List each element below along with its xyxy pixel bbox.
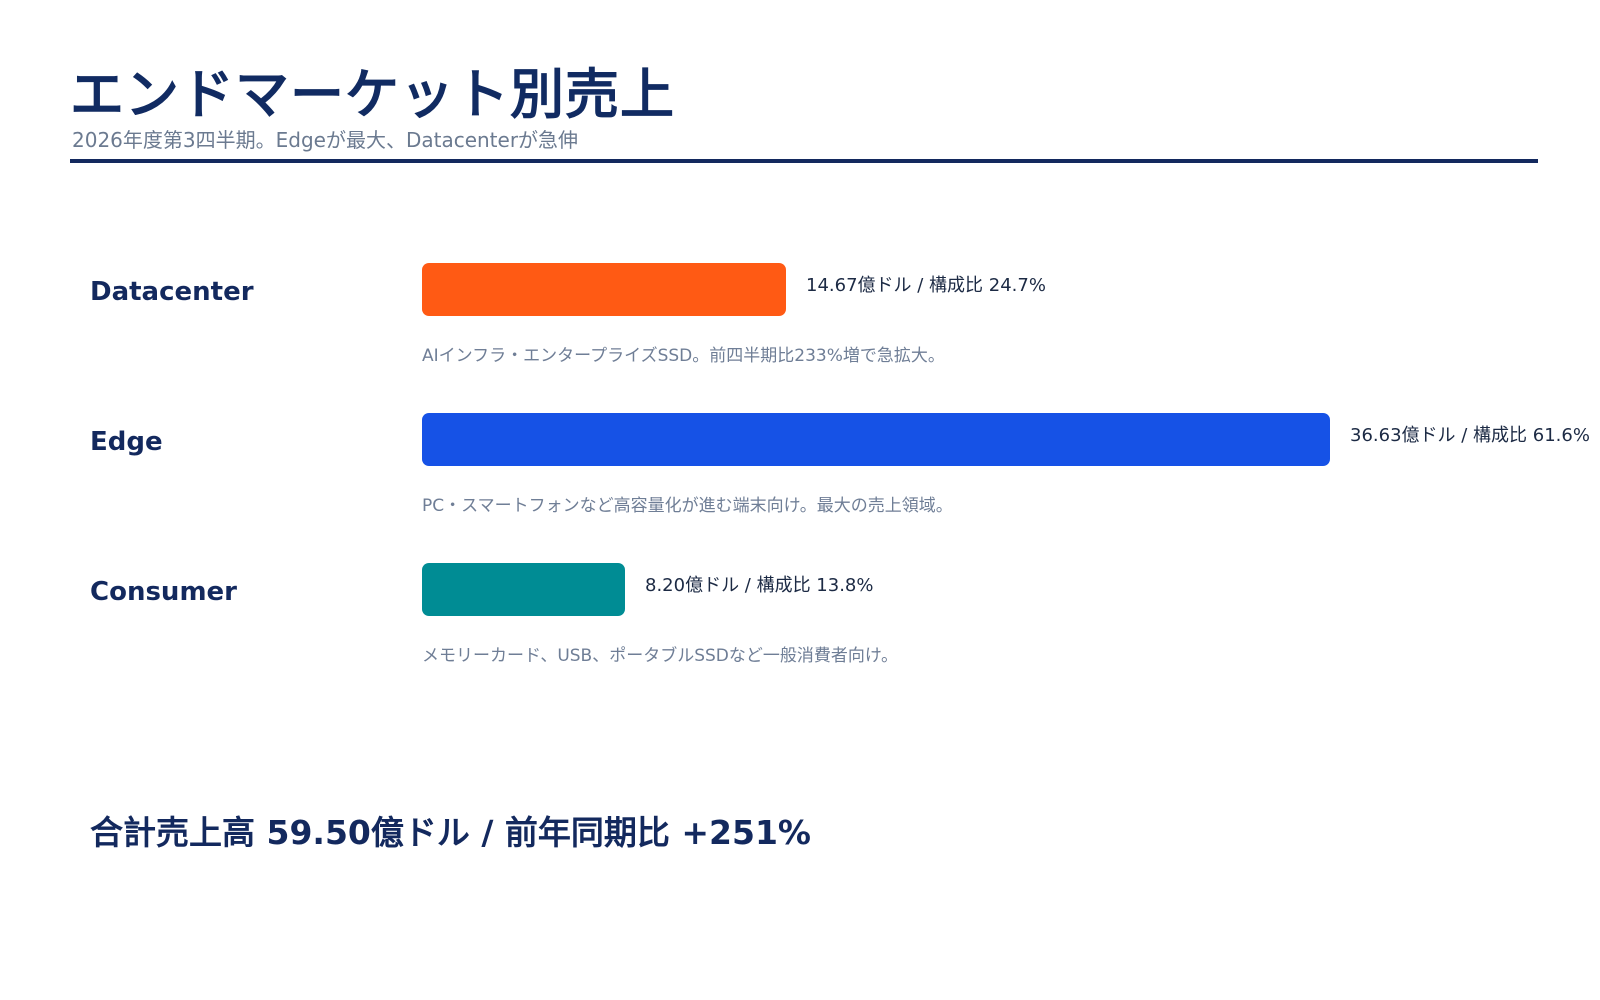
bar-consumer bbox=[422, 563, 625, 616]
bar-row-edge: Edge 36.63億ドル / 構成比 61.6% PC・スマートフォンなど高容… bbox=[0, 413, 1600, 533]
chart-subtitle: 2026年度第3四半期。Edgeが最大、Datacenterが急伸 bbox=[72, 128, 579, 152]
chart-title: エンドマーケット別売上 bbox=[70, 63, 675, 126]
bar-row-consumer: Consumer 8.20億ドル / 構成比 13.8% メモリーカード、USB… bbox=[0, 563, 1600, 683]
bar-datacenter bbox=[422, 263, 786, 316]
bar-description-edge: PC・スマートフォンなど高容量化が進む端末向け。最大の売上領域。 bbox=[422, 496, 953, 516]
bar-value-consumer: 8.20億ドル / 構成比 13.8% bbox=[645, 575, 874, 596]
total-revenue-summary: 合計売上高 59.50億ドル / 前年同期比 +251% bbox=[90, 813, 811, 852]
title-divider bbox=[70, 159, 1538, 163]
bar-label-edge: Edge bbox=[90, 427, 163, 457]
bar-description-datacenter: AIインフラ・エンタープライズSSD。前四半期比233%増で急拡大。 bbox=[422, 346, 945, 366]
bar-row-datacenter: Datacenter 14.67億ドル / 構成比 24.7% AIインフラ・エ… bbox=[0, 263, 1600, 383]
bar-value-datacenter: 14.67億ドル / 構成比 24.7% bbox=[806, 275, 1046, 296]
bar-label-consumer: Consumer bbox=[90, 577, 237, 607]
bar-edge bbox=[422, 413, 1330, 466]
bar-value-edge: 36.63億ドル / 構成比 61.6% bbox=[1350, 425, 1590, 446]
bar-label-datacenter: Datacenter bbox=[90, 277, 254, 307]
bar-description-consumer: メモリーカード、USB、ポータブルSSDなど一般消費者向け。 bbox=[422, 646, 899, 666]
